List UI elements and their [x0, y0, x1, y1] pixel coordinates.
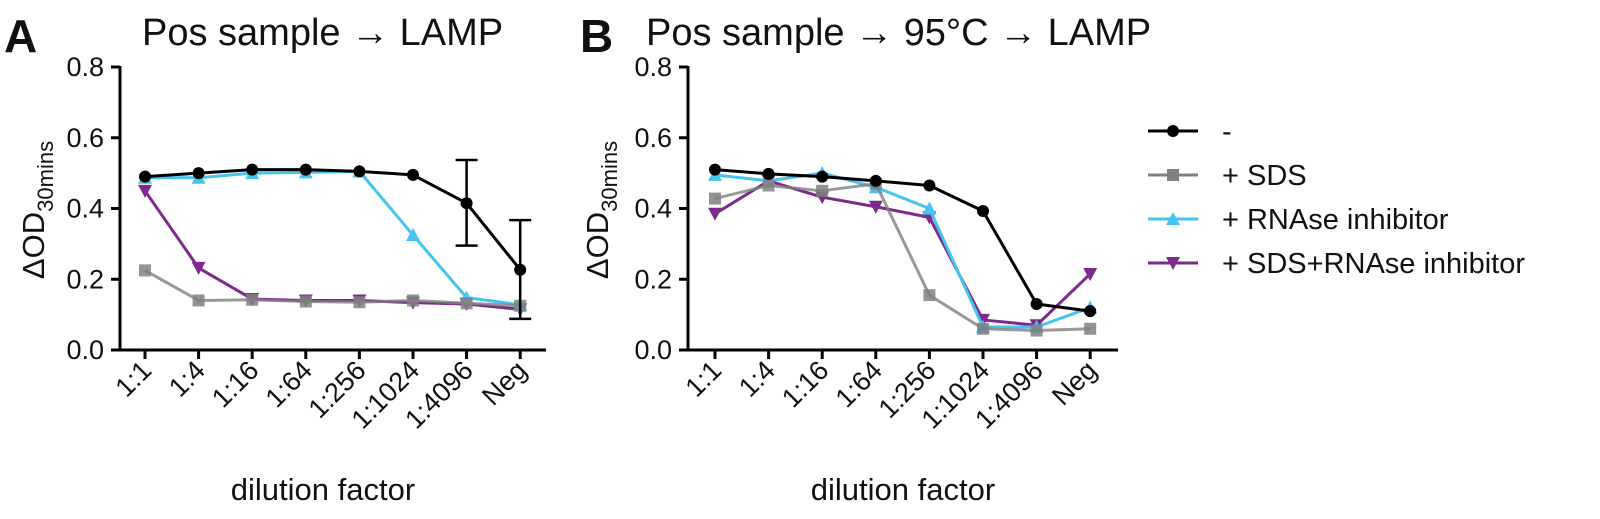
- panel-a-series-sds-point: [299, 295, 312, 308]
- panel-a-title: Pos sample → LAMP: [142, 12, 503, 54]
- legend-item-sds-rnase-inhibitor: + SDS+RNAse inhibitor: [1148, 248, 1525, 280]
- panel-a-series-minus-point: [514, 263, 527, 276]
- panel-a-x-tick-label: 1:16: [206, 355, 264, 413]
- panel-a-y-axis-title: ΔOD30mins: [16, 141, 58, 279]
- panel-a-series-sds-rnase-inhibitor-line: [143, 189, 521, 311]
- panel-a-series-sds-rnase-inhibitor-point: [138, 184, 152, 198]
- panel-a-series-sds-point: [246, 293, 259, 306]
- panel-b-x-tick-label: Neg: [1046, 355, 1102, 411]
- panel-a-series-sds-point: [407, 294, 419, 307]
- panel-a-y-tick-label: 0.4: [66, 194, 104, 224]
- panel-a-series-minus-line: [144, 168, 522, 271]
- panel-b-series-sds-rnase-inhibitor-point: [1083, 267, 1098, 281]
- panel-a-series-minus-point: [407, 168, 419, 181]
- panel-a-x-tick-label: Neg: [476, 355, 532, 411]
- panel-a-series-rnase-inhibitor: [138, 164, 528, 311]
- legend-item-minus-marker: [1167, 125, 1179, 137]
- panel-a-x-axis-title: dilution factor: [231, 472, 415, 507]
- panel-a-series-sds-line: [144, 269, 521, 308]
- panel-b-series-sds-point: [1030, 324, 1043, 337]
- panel-a-series-minus-point: [460, 197, 473, 210]
- panel-b-series-minus-point: [1084, 305, 1097, 318]
- panel-a-series-minus: [139, 158, 532, 321]
- panel-a-series-sds-rnase-inhibitor-point: [191, 261, 206, 275]
- panel-b-series-minus-point: [923, 179, 936, 192]
- panel-b-letter: B: [580, 10, 613, 62]
- panel-b-series-minus-point: [977, 204, 989, 217]
- panel-a-y-tick-label: 0.0: [66, 335, 104, 365]
- panel-b-y-tick-label: 0.2: [634, 264, 672, 294]
- panel-b-series-minus-point: [1030, 298, 1043, 311]
- legend-item-sds-rnase-inhibitor-label: + SDS+RNAse inhibitor: [1222, 248, 1525, 280]
- panel-b-series-sds-point: [923, 289, 936, 302]
- panel-b-x-tick-label: 1:1: [679, 355, 727, 403]
- panel-b-series-sds-point: [977, 322, 989, 335]
- panel-b-series-minus-point: [709, 163, 721, 176]
- panel-b: B Pos sample → 95°C → LAMP dilution fact…: [580, 10, 1151, 507]
- legend-item-sds: + SDS: [1148, 160, 1307, 192]
- panel-b-series-sds-point: [816, 184, 829, 197]
- legend-item-sds-label: + SDS: [1222, 160, 1307, 192]
- panel-b-series-minus: [709, 163, 1097, 318]
- panel-b-y-tick-label: 0.0: [634, 335, 672, 365]
- panel-b-series-rnase-inhibitor-line: [714, 171, 1091, 329]
- panel-b-series-sds-line: [714, 182, 1091, 333]
- panel-b-x-axis-title: dilution factor: [811, 472, 995, 507]
- panel-a-y-tick-label: 0.8: [66, 52, 104, 82]
- legend-item-minus-label: -: [1222, 116, 1232, 148]
- legend-item-sds-rnase-inhibitor-marker: [1166, 257, 1180, 270]
- panel-a-y-axis-title-main: ΔOD: [16, 212, 51, 279]
- panel-b-y-axis-title-sub: 30mins: [597, 141, 622, 212]
- panel-b-y-axis-title-main: ΔOD: [580, 212, 615, 279]
- panel-a-x-tick-label: 1:1: [109, 355, 157, 403]
- panel-b-title: Pos sample → 95°C → LAMP: [646, 12, 1151, 54]
- panel-a-letter: A: [4, 10, 37, 62]
- panel-b-series-minus-point: [762, 167, 775, 180]
- legend-item-rnase-inhibitor: + RNAse inhibitor: [1148, 204, 1449, 236]
- panel-b-series-sds-rnase-inhibitor-line: [714, 179, 1092, 327]
- legend-item-minus: -: [1148, 116, 1232, 148]
- legend: - + SDS + RNAse inhibitor + SDS+RNAse inhib…: [1148, 116, 1525, 280]
- panel-a-y-tick-label: 0.2: [66, 264, 104, 294]
- panel-a-series-sds: [139, 264, 527, 312]
- panel-b-series-minus-point: [816, 170, 829, 183]
- panel-b-y-tick-label: 0.4: [634, 194, 672, 224]
- panel-a-series-minus-point: [192, 167, 205, 180]
- panel-b-y-tick-label: 0.8: [634, 52, 672, 82]
- panel-a-series-rnase-inhibitor-point: [406, 228, 420, 242]
- panel-a-series-minus-point: [139, 170, 151, 183]
- panel-b-series-sds-point: [1084, 322, 1097, 335]
- panel-a-series-sds-point: [353, 296, 366, 309]
- panel-b-series-sds: [709, 177, 1097, 337]
- panel-a: A Pos sample → LAMP dilution factor ΔOD3…: [4, 10, 546, 507]
- legend-item-rnase-inhibitor-label: + RNAse inhibitor: [1222, 204, 1449, 236]
- legend-item-rnase-inhibitor-marker: [1166, 212, 1180, 225]
- panel-a-series-minus-point: [299, 163, 312, 176]
- panel-b-x-tick-label: 1:4: [733, 355, 781, 403]
- panel-b-series-minus-point: [869, 174, 882, 187]
- panel-b-y-axis-title: ΔOD30mins: [580, 141, 622, 279]
- panel-a-y-tick-label: 0.6: [66, 123, 104, 153]
- panel-b-series-sds-point: [762, 179, 775, 192]
- panel-a-series-sds-point: [192, 294, 205, 307]
- panel-b-series-rnase-inhibitor-point: [922, 201, 937, 215]
- panel-a-series-sds-point: [460, 297, 473, 310]
- legend-item-sds-marker: [1167, 169, 1179, 181]
- panel-a-series-rnase-inhibitor-line: [145, 169, 521, 307]
- panel-a-x-tick-label: 1:4: [163, 355, 211, 403]
- panel-b-series-sds-rnase-inhibitor-point: [868, 200, 883, 214]
- panel-b-x-tick-label: 1:16: [776, 355, 834, 413]
- panel-a-y-axis-title-sub: 30mins: [33, 141, 58, 212]
- panel-a-series-minus-point: [353, 165, 366, 178]
- panel-b-series-sds-rnase-inhibitor-point: [708, 207, 722, 221]
- panel-a-series-minus-point: [246, 163, 259, 176]
- panel-b-series-minus-line: [714, 168, 1091, 313]
- panel-a-series-sds-point: [139, 264, 151, 277]
- panel-b-y-tick-label: 0.6: [634, 123, 672, 153]
- panel-b-series-sds-point: [709, 192, 721, 205]
